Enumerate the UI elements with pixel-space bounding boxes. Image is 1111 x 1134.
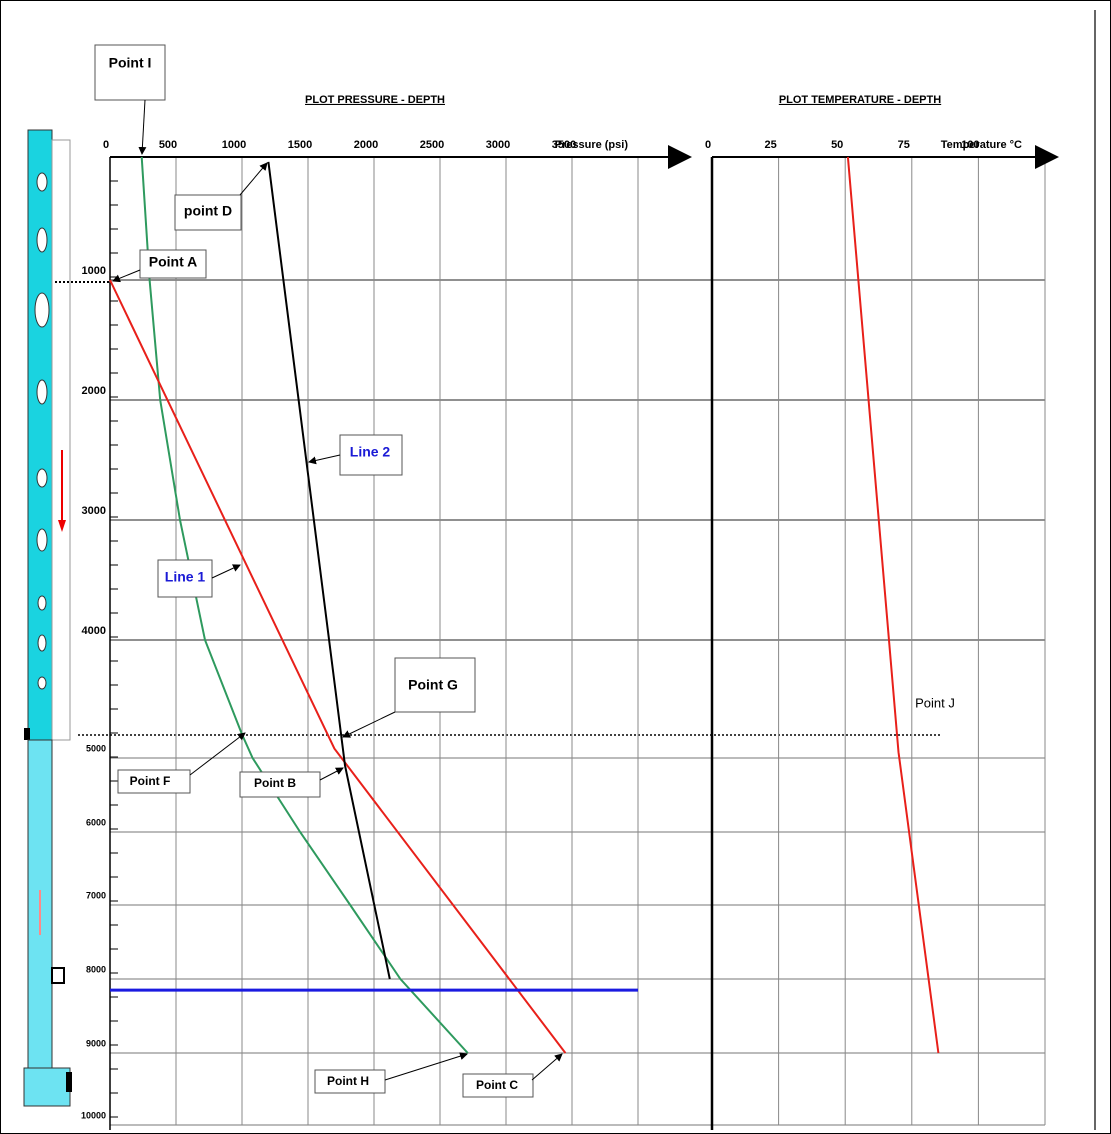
- x-tick-label: 500: [159, 139, 177, 151]
- annotation: Point C: [476, 1078, 518, 1092]
- y-tick-label: 2000: [82, 385, 106, 397]
- annotation: Point H: [327, 1074, 369, 1088]
- series-line: [268, 162, 389, 979]
- annotation: Line 2: [350, 444, 391, 460]
- annotation-arrow: [212, 565, 240, 578]
- annotation-arrow: [532, 1054, 562, 1080]
- annotation-box: [95, 45, 165, 100]
- y-tick-label: 9000: [86, 1038, 106, 1048]
- annotation-arrow: [343, 712, 395, 737]
- y-tick-label: 8000: [86, 964, 106, 974]
- annotation-arrow: [240, 163, 267, 195]
- annotation: Point A: [149, 254, 197, 270]
- annotation: Point I: [109, 55, 152, 71]
- x-axis-label: Temperature °C: [941, 139, 1022, 151]
- x-tick-label: 0: [103, 139, 109, 151]
- well-diagram: [24, 130, 72, 1106]
- x-tick-label: 0: [705, 139, 711, 151]
- y-tick-label: 3000: [82, 505, 106, 517]
- x-tick-label: 2500: [420, 139, 444, 151]
- series-line: [848, 157, 939, 1053]
- x-tick-label: 1500: [288, 139, 312, 151]
- x-tick-label: 75: [898, 139, 910, 151]
- annotation-arrow: [309, 455, 340, 462]
- x-tick-label: 1000: [222, 139, 246, 151]
- y-tick-label: 4000: [82, 625, 106, 637]
- annotation-arrow: [190, 733, 245, 775]
- annotation: Point J: [915, 695, 955, 710]
- page: 1000200030004000500060007000800090001000…: [0, 0, 1111, 1134]
- x-tick-label: 50: [831, 139, 843, 151]
- annotation: Point G: [408, 677, 458, 693]
- y-tick-label: 1000: [82, 265, 106, 277]
- y-tick-label: 5000: [86, 743, 106, 753]
- annotations: Point I point D Point A Line 2 Line 1 Po…: [95, 45, 955, 1097]
- annotation-arrow: [113, 270, 140, 281]
- annotation-arrow: [142, 100, 145, 154]
- chart-title: PLOT TEMPERATURE - DEPTH: [779, 94, 941, 106]
- plots: 1000200030004000500060007000800090001000…: [81, 94, 1057, 1130]
- x-tick-label: 3000: [486, 139, 510, 151]
- y-tick-label: 6000: [86, 817, 106, 827]
- annotation: Point F: [130, 774, 171, 788]
- annotation-arrow: [320, 768, 343, 780]
- annotation: Point B: [254, 776, 296, 790]
- y-tick-label: 10000: [81, 1110, 106, 1120]
- annotation: point D: [184, 203, 232, 219]
- y-tick-label: 7000: [86, 890, 106, 900]
- chart-title: PLOT PRESSURE - DEPTH: [305, 94, 445, 106]
- annotation: Line 1: [165, 569, 206, 585]
- series-line: [142, 157, 468, 1053]
- x-tick-label: 25: [764, 139, 776, 151]
- annotation-arrow: [385, 1054, 467, 1080]
- x-tick-label: 2000: [354, 139, 378, 151]
- series-line: [110, 280, 565, 1053]
- x-axis-label: Pressure (psi): [555, 139, 629, 151]
